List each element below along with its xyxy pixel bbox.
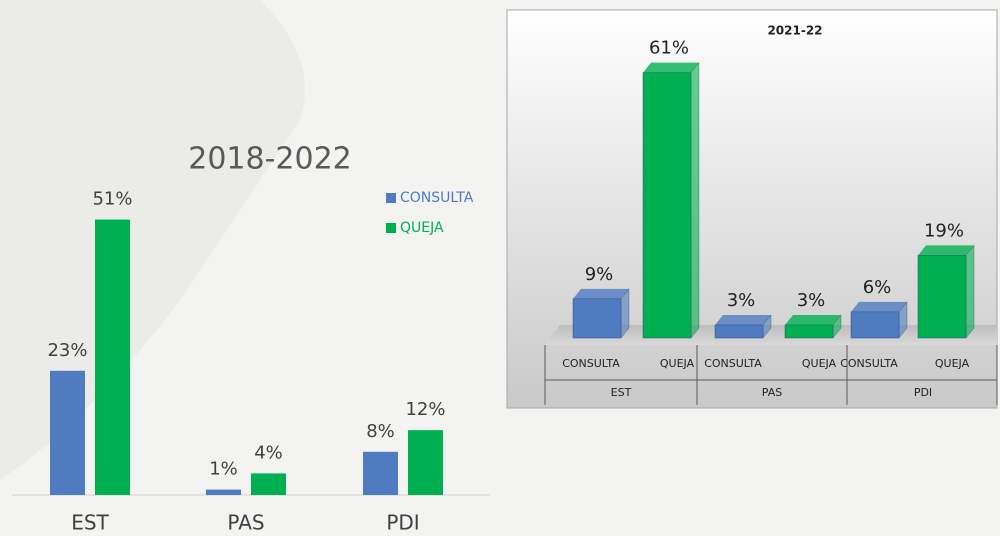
background-shape [0, 0, 305, 480]
category-label: QUEJA [935, 357, 970, 370]
bar [850, 301, 908, 339]
value-label: 8% [366, 421, 395, 442]
bar-face [715, 314, 771, 325]
value-label: 9% [585, 264, 614, 285]
legend-swatch [386, 193, 396, 203]
value-label: 23% [47, 340, 87, 361]
group-label: PAS [762, 386, 782, 399]
bar-face [643, 62, 699, 73]
x-tick-label: PDI [386, 511, 419, 535]
value-label: 4% [254, 442, 283, 463]
legend-label: QUEJA [400, 220, 444, 236]
bar-face [851, 301, 907, 312]
legend-swatch [386, 223, 396, 233]
category-label: QUEJA [660, 357, 695, 370]
category-label: CONSULTA [840, 357, 898, 370]
bar-face [642, 72, 692, 339]
value-label: 6% [863, 277, 892, 298]
bar [50, 370, 85, 495]
bar [408, 430, 443, 495]
bar [572, 288, 630, 339]
chart-title: 2018-2022 [188, 142, 352, 177]
chart-title: 2021-22 [767, 24, 822, 38]
bar [714, 314, 772, 339]
category-label: QUEJA [802, 357, 837, 370]
chart-panel [506, 9, 998, 409]
bar-face [690, 62, 700, 339]
bar [363, 451, 398, 495]
value-label: 3% [797, 290, 826, 311]
x-tick-label: EST [71, 511, 109, 535]
category-label: CONSULTA [704, 357, 762, 370]
group-label: PDI [914, 386, 932, 399]
bar-face [965, 244, 975, 339]
bar [642, 62, 700, 339]
group-label: EST [611, 386, 632, 399]
bar-face [918, 245, 974, 256]
x-tick-label: PAS [227, 511, 264, 535]
bar [917, 244, 975, 339]
bar-face [917, 255, 967, 339]
value-label: 3% [727, 290, 756, 311]
bar-face [785, 314, 841, 325]
bar [251, 473, 286, 495]
bar [206, 489, 241, 495]
bar-face [573, 288, 629, 299]
value-label: 12% [405, 399, 445, 420]
category-label: CONSULTA [562, 357, 620, 370]
value-label: 61% [649, 38, 689, 59]
bar-face [714, 324, 764, 339]
value-label: 1% [209, 459, 238, 480]
bar [95, 219, 130, 495]
bar-face [850, 311, 900, 339]
bar-face [572, 298, 622, 339]
category-table [544, 345, 998, 405]
legend-label: CONSULTA [400, 190, 474, 206]
bar-face [784, 324, 834, 339]
bar [784, 314, 842, 339]
value-label: 19% [924, 220, 964, 241]
value-label: 51% [92, 189, 132, 210]
